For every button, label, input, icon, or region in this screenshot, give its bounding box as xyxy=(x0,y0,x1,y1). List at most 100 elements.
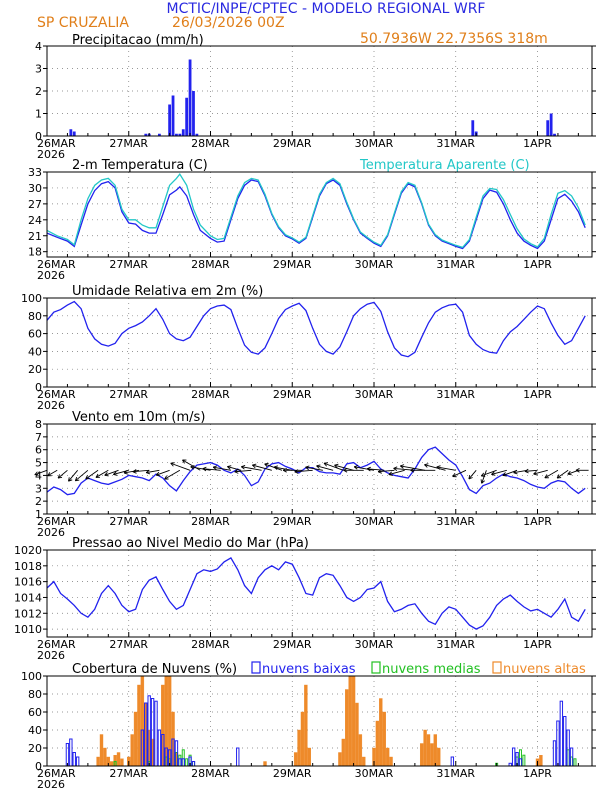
wind-arrow-head xyxy=(436,466,441,470)
wind-arrow-head xyxy=(323,462,329,464)
cloud-high-bar xyxy=(389,756,393,767)
wind-arrow-head xyxy=(113,473,118,476)
clouds-ytick-label: 20 xyxy=(28,742,42,755)
clouds-xtick-label: 30MAR xyxy=(355,767,394,780)
wind-arrow-shaft xyxy=(47,469,58,477)
wind-arrow-shaft xyxy=(182,459,201,471)
cloud-high-bar xyxy=(297,729,301,767)
precip-bar xyxy=(175,133,178,136)
cloud-high-bar xyxy=(293,752,298,767)
wind-arrow-head xyxy=(202,468,207,472)
slp-ytick-label: 1016 xyxy=(14,576,42,589)
wind-arrow-head xyxy=(58,476,63,479)
wind-arrow-shaft xyxy=(481,469,497,477)
wind-arrow-shaft xyxy=(452,469,467,477)
wind-arrow-head xyxy=(502,472,506,476)
wind-arrow-head xyxy=(155,471,160,476)
wind-arrow-head xyxy=(393,468,398,472)
wind-arrow-head xyxy=(316,464,321,467)
wind-arrow xyxy=(95,469,109,478)
temp-ytick-label: 21 xyxy=(28,230,42,243)
wind-arrow-shaft xyxy=(68,469,79,482)
wind-arrow-head xyxy=(343,469,348,473)
precip-bar xyxy=(181,129,185,136)
wind-arrow xyxy=(353,465,375,471)
wind-arrow xyxy=(316,464,334,471)
wind-arrow-head xyxy=(410,469,415,473)
wind-arrow-head xyxy=(252,464,256,469)
cloud-high-bar xyxy=(437,747,441,767)
precip-bar xyxy=(195,133,199,136)
wind-arrow-head xyxy=(190,466,195,470)
wind-arrow-head xyxy=(424,463,429,466)
precip-ytick-label: 4 xyxy=(35,40,42,53)
precip-bar xyxy=(192,91,195,136)
wind-arrow-shaft xyxy=(227,466,242,471)
precip-bar xyxy=(546,120,550,136)
cloud-high-bar xyxy=(382,711,386,767)
wind-arrow-shaft xyxy=(132,469,150,473)
precip-bar xyxy=(158,133,161,136)
slp-xtick-label: 26MAR xyxy=(37,638,76,651)
rh-xtick-label: 28MAR xyxy=(191,388,230,401)
header-model-title: MCTIC/INPE/CPTEC - MODELO REGIONAL WRF xyxy=(167,1,486,17)
wind-arrow-head xyxy=(410,467,415,471)
wind-arrow-shaft xyxy=(481,470,487,484)
wind-arrow-head xyxy=(123,472,129,475)
wind-arrow-head xyxy=(513,472,518,475)
wind-arrow xyxy=(74,469,89,482)
wind-arrow-head xyxy=(323,462,327,467)
wind-arrow-head xyxy=(556,474,560,479)
precip-ytick-label: 0 xyxy=(35,130,42,143)
clouds-xtick-label: 1APR xyxy=(523,767,552,780)
wind-arrow-head xyxy=(567,473,572,476)
temp-xtick-label: 31MAR xyxy=(436,258,475,271)
precip-bar xyxy=(549,113,553,136)
wind-arrow-shaft xyxy=(252,464,272,471)
wind-arrow-head xyxy=(334,463,339,466)
wind-arrow xyxy=(377,469,395,474)
cloud-high-bar xyxy=(385,747,390,767)
cloud-low-bar xyxy=(566,729,570,767)
cloud-high-bar xyxy=(130,734,134,767)
rh-xtick-label: 30MAR xyxy=(355,388,394,401)
wind-arrow-shaft xyxy=(524,469,538,472)
temp-legend-apparent: Temperatura Aparente (C) xyxy=(359,158,530,173)
wind-arrow xyxy=(513,469,528,475)
precip-xtick-label: 27MAR xyxy=(109,137,148,150)
wind-arrow-shaft xyxy=(190,466,211,471)
cloud-mid-bar xyxy=(573,758,577,767)
wind-arrow xyxy=(524,468,538,474)
precip-bar xyxy=(188,59,192,136)
wind-arrow-head xyxy=(533,473,538,476)
wind-xtick-label: 30MAR xyxy=(355,515,394,528)
wind-arrow xyxy=(502,469,518,477)
wind-arrow xyxy=(282,467,303,473)
wind-ytick-label: 5 xyxy=(35,457,42,470)
wind-arrow xyxy=(34,469,48,476)
temp-ytick-label: 27 xyxy=(28,198,42,211)
cloud-high-bar xyxy=(375,720,380,767)
wind-arrow-shaft xyxy=(378,469,395,473)
cloud-low-bar xyxy=(552,740,557,767)
clouds-panel: 0 20 40 60 80 100 26MAR 27MAR 28MAR 29MAR 30MAR 31M… xyxy=(21,670,596,791)
wind-arrow-shaft xyxy=(334,464,354,471)
cloud-high-bar xyxy=(307,747,311,767)
precip-xtick-label: 31MAR xyxy=(436,137,475,150)
clouds-ytick-label: 100 xyxy=(21,670,42,683)
wind-arrow-head xyxy=(491,473,496,476)
cloud-high-bar xyxy=(426,734,431,767)
wind-arrow-head xyxy=(227,465,232,468)
wind-arrow-head xyxy=(334,464,338,469)
cloud-high-bar xyxy=(433,734,438,767)
wind-arrow xyxy=(294,469,313,474)
cloud-high-bar xyxy=(304,684,308,767)
wind-arrow-head xyxy=(156,474,161,477)
legend-low-swatch xyxy=(251,661,261,674)
wind-arrow-head xyxy=(468,477,473,480)
wind-arrow-shaft xyxy=(234,469,252,473)
slp-ytick-label: 1014 xyxy=(14,591,42,604)
slp-panel: 1010 1012 1014 1016 1018 1020 26MAR 27MAR 28MAR 2… xyxy=(14,544,596,662)
wind-arrow xyxy=(202,466,221,472)
precip-panel: 0 1 2 3 4 26MAR 27MAR 28MAR 29MAR 30MAR 31MAR 1APR 2… xyxy=(35,40,596,161)
